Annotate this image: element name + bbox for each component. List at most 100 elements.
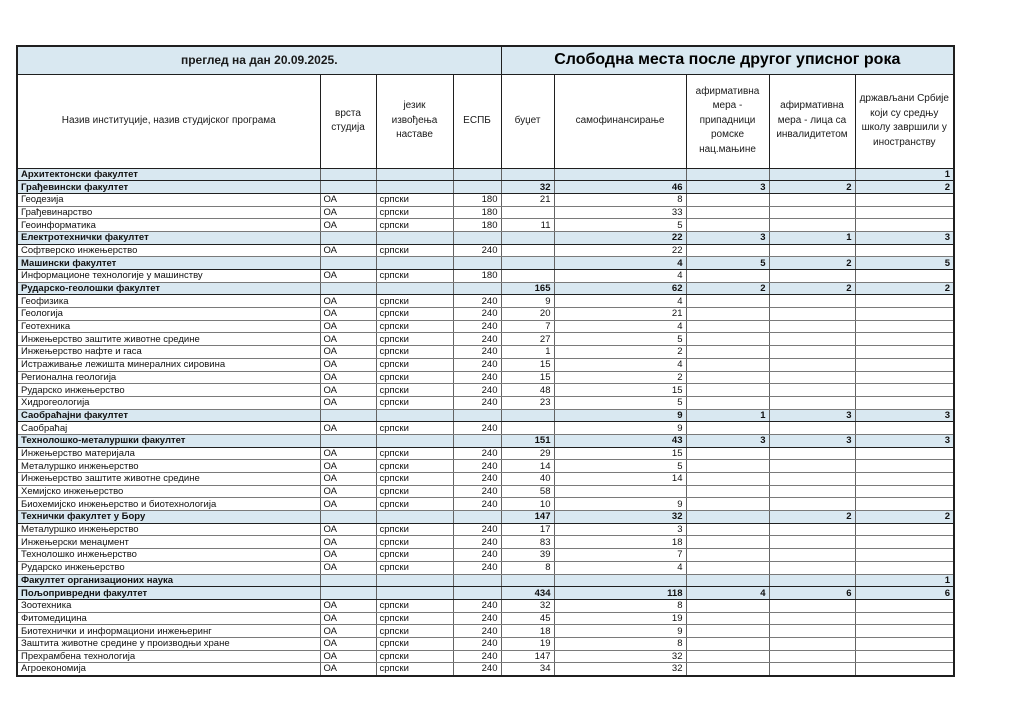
cell-samofin: 8	[553, 192, 687, 207]
cell-vrsta: ОА	[319, 319, 377, 334]
cell-samofin: 5	[553, 395, 687, 410]
cell-name: Геоинформатика	[16, 218, 321, 232]
cell-budzet	[500, 167, 555, 182]
cell-budzet: 14	[500, 459, 555, 473]
cell-espb: 240	[452, 535, 502, 550]
cell-inostr	[854, 535, 955, 550]
cell-samofin: 33	[553, 205, 687, 220]
cell-espb: 240	[452, 484, 502, 499]
cell-samofin: 32	[553, 510, 687, 524]
cell-vrsta: ОА	[319, 307, 377, 321]
cell-vrsta: ОА	[319, 649, 377, 664]
cell-espb: 240	[452, 649, 502, 664]
cell-vrsta: ОА	[319, 472, 377, 486]
report-date-header: преглед на дан 20.09.2025.	[16, 45, 502, 75]
cell-vrsta	[319, 573, 377, 588]
cell-name: Биохемијско инжењерство и биотехнологија	[16, 497, 321, 512]
cell-name: Геофизика	[16, 294, 321, 309]
cell-inostr	[854, 395, 955, 410]
cell-samofin: 9	[553, 421, 687, 435]
cell-espb	[452, 281, 502, 296]
cell-inostr	[854, 218, 955, 232]
program-row: Софтверско инжењерство ОА српски 240 22	[16, 243, 955, 258]
program-row: Геоинформатика ОА српски 180 11 5	[16, 218, 955, 232]
cell-name: Технолошко-металуршки факултет	[16, 433, 321, 448]
cell-budzet: 32	[500, 598, 555, 613]
cell-samofin: 3	[553, 522, 687, 537]
cell-samofin: 5	[553, 459, 687, 473]
program-row: Саобраћај ОА српски 240 9	[16, 421, 955, 435]
cell-espb: 240	[452, 319, 502, 334]
cell-vrsta: ОА	[319, 598, 377, 613]
cell-samofin: 4	[553, 319, 687, 334]
cell-espb	[452, 180, 502, 194]
cell-jezik	[375, 433, 454, 448]
faculty-row: Архитектонски факултет 1	[16, 167, 955, 182]
cell-samofin: 4	[553, 269, 687, 283]
cell-roma	[685, 662, 770, 676]
cell-inostr: 3	[854, 433, 955, 448]
cell-samofin	[553, 573, 687, 588]
cell-name: Металуршко инжењерство	[16, 459, 321, 473]
faculty-row: Рударско-геолошки факултет 165 62 2 2 2	[16, 281, 955, 296]
faculty-row: Факултет организационих наука 1	[16, 573, 955, 588]
cell-espb: 240	[452, 370, 502, 385]
cell-inostr	[854, 307, 955, 321]
cell-roma	[685, 319, 770, 334]
cell-vrsta	[319, 230, 377, 245]
cell-espb: 240	[452, 662, 502, 676]
cell-jezik: српски	[375, 497, 454, 512]
cell-vrsta	[319, 281, 377, 296]
cell-inostr: 6	[854, 586, 955, 600]
cell-vrsta: ОА	[319, 548, 377, 562]
program-row: Инжењерство заштите животне средине ОА срп…	[16, 332, 955, 347]
cell-budzet	[500, 573, 555, 588]
cell-jezik: српски	[375, 535, 454, 550]
cell-roma	[685, 332, 770, 347]
cell-inostr	[854, 357, 955, 372]
cell-roma	[685, 446, 770, 461]
cell-invalid	[768, 395, 856, 410]
cell-invalid	[768, 497, 856, 512]
cell-name: Геотехника	[16, 319, 321, 334]
cell-inostr	[854, 560, 955, 575]
cell-espb: 240	[452, 307, 502, 321]
cell-espb: 240	[452, 395, 502, 410]
cell-jezik	[375, 167, 454, 182]
cell-samofin: 4	[553, 294, 687, 309]
cell-name: Металуршко инжењерство	[16, 522, 321, 537]
cell-invalid	[768, 535, 856, 550]
cell-espb: 180	[452, 218, 502, 232]
cell-samofin: 4	[553, 256, 687, 270]
cell-name: Заштита животне средине у производњи хра…	[16, 636, 321, 651]
cell-roma: 3	[685, 433, 770, 448]
cell-inostr	[854, 459, 955, 473]
cell-espb	[452, 230, 502, 245]
col-header-study-type: врста студија	[319, 73, 377, 169]
cell-roma	[685, 205, 770, 220]
cell-jezik: српски	[375, 649, 454, 664]
program-row: Биохемијско инжењерство и биотехнологија…	[16, 497, 955, 512]
cell-jezik: српски	[375, 636, 454, 651]
cell-samofin: 14	[553, 472, 687, 486]
cell-jezik: српски	[375, 624, 454, 638]
cell-jezik: српски	[375, 218, 454, 232]
cell-name: Саобраћај	[16, 421, 321, 435]
cell-jezik: српски	[375, 319, 454, 334]
program-row: Информационе технологије у машинству ОА ср…	[16, 269, 955, 283]
cell-samofin: 22	[553, 230, 687, 245]
program-row: Геодезија ОА српски 180 21 8	[16, 192, 955, 207]
cell-name: Регионална геологија	[16, 370, 321, 385]
cell-samofin: 21	[553, 307, 687, 321]
cell-jezik: српски	[375, 548, 454, 562]
cell-jezik: српски	[375, 472, 454, 486]
cell-budzet: 147	[500, 649, 555, 664]
cell-invalid: 2	[768, 510, 856, 524]
cell-budzet	[500, 256, 555, 270]
cell-budzet: 34	[500, 662, 555, 676]
cell-roma: 5	[685, 256, 770, 270]
col-header-language: језик извођења наставе	[375, 73, 454, 169]
cell-vrsta: ОА	[319, 535, 377, 550]
cell-vrsta: ОА	[319, 205, 377, 220]
cell-espb	[452, 256, 502, 270]
